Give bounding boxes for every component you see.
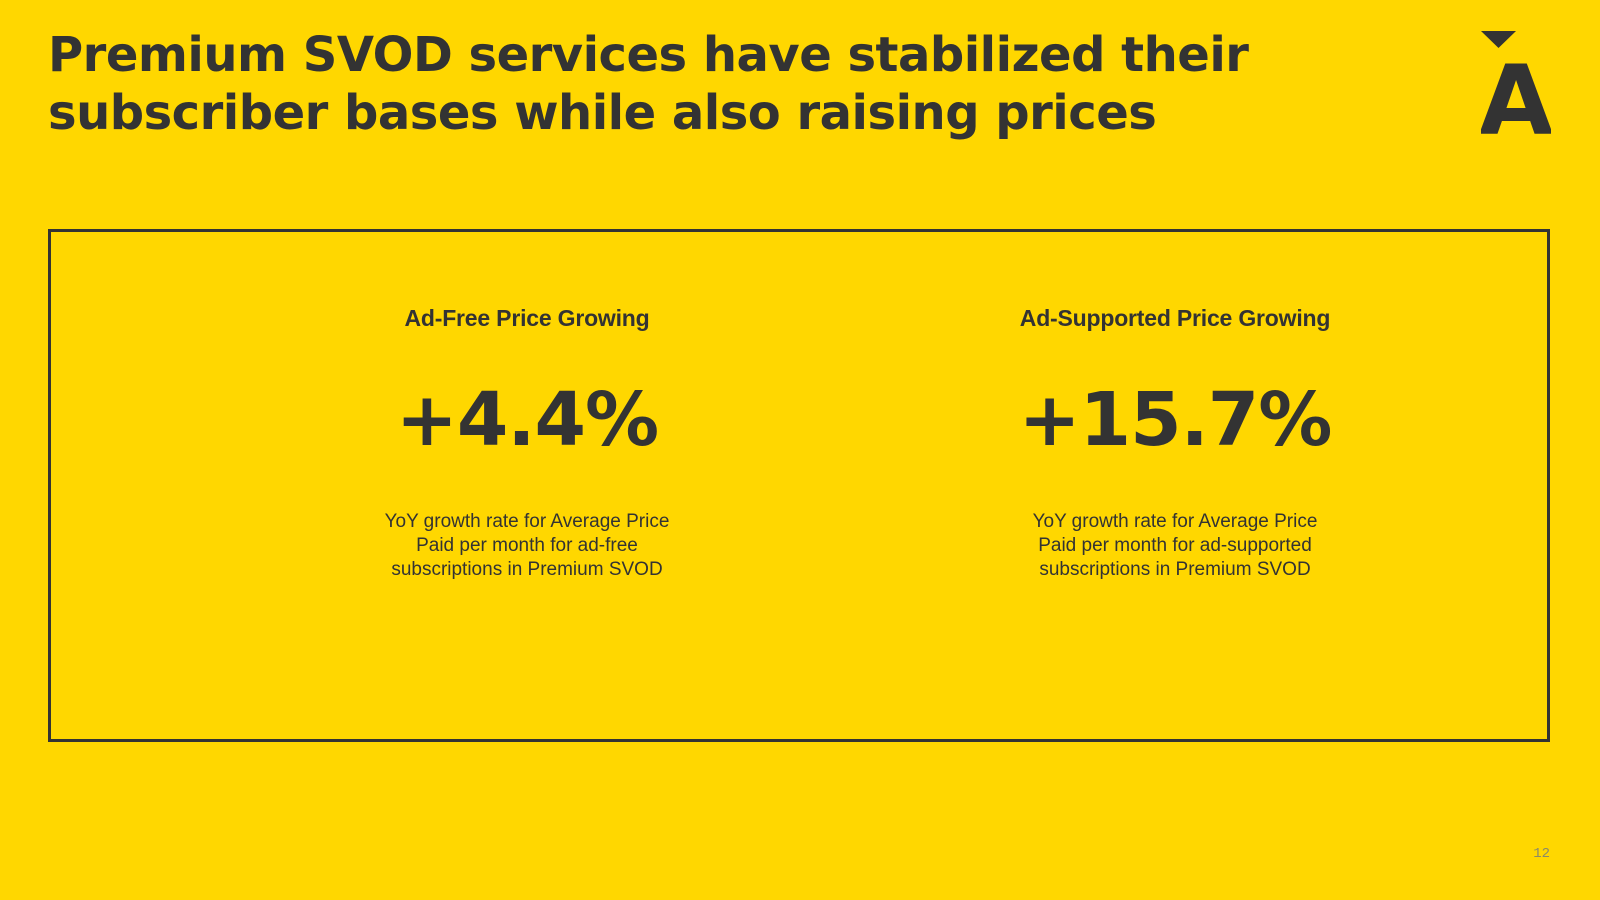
letter-a-with-triangle-logo: A	[1479, 31, 1553, 157]
stat-description: YoY growth rate for Average Price Paid p…	[915, 510, 1435, 582]
stat-description-line: Paid per month for ad-free	[416, 535, 638, 556]
stat-value: +4.4%	[395, 377, 659, 463]
logo-letter: A	[1481, 45, 1551, 136]
page-number: 12	[1533, 846, 1550, 862]
stats-panel: Ad-Free Price Growing +4.4% YoY growth r…	[48, 229, 1550, 742]
stat-description-line: subscriptions in Premium SVOD	[1039, 559, 1311, 580]
logo-icon: A	[1479, 31, 1553, 157]
stat-heading: Ad-Free Price Growing	[404, 305, 650, 331]
stat-description-line: YoY growth rate for Average Price	[384, 511, 670, 532]
stat-description-line: Paid per month for ad-supported	[1038, 535, 1312, 556]
slide-title: Premium SVOD services have stabilized th…	[48, 26, 1348, 142]
stat-value: +15.7%	[1018, 377, 1333, 463]
stat-description-line: subscriptions in Premium SVOD	[391, 559, 663, 580]
stat-heading: Ad-Supported Price Growing	[1019, 305, 1331, 331]
stat-description: YoY growth rate for Average Price Paid p…	[267, 510, 787, 582]
stat-description-line: YoY growth rate for Average Price	[1032, 511, 1318, 532]
slide-title-line: Premium SVOD services have stabilized th…	[48, 27, 1249, 83]
slide-title-line: subscriber bases while also raising pric…	[48, 85, 1157, 141]
